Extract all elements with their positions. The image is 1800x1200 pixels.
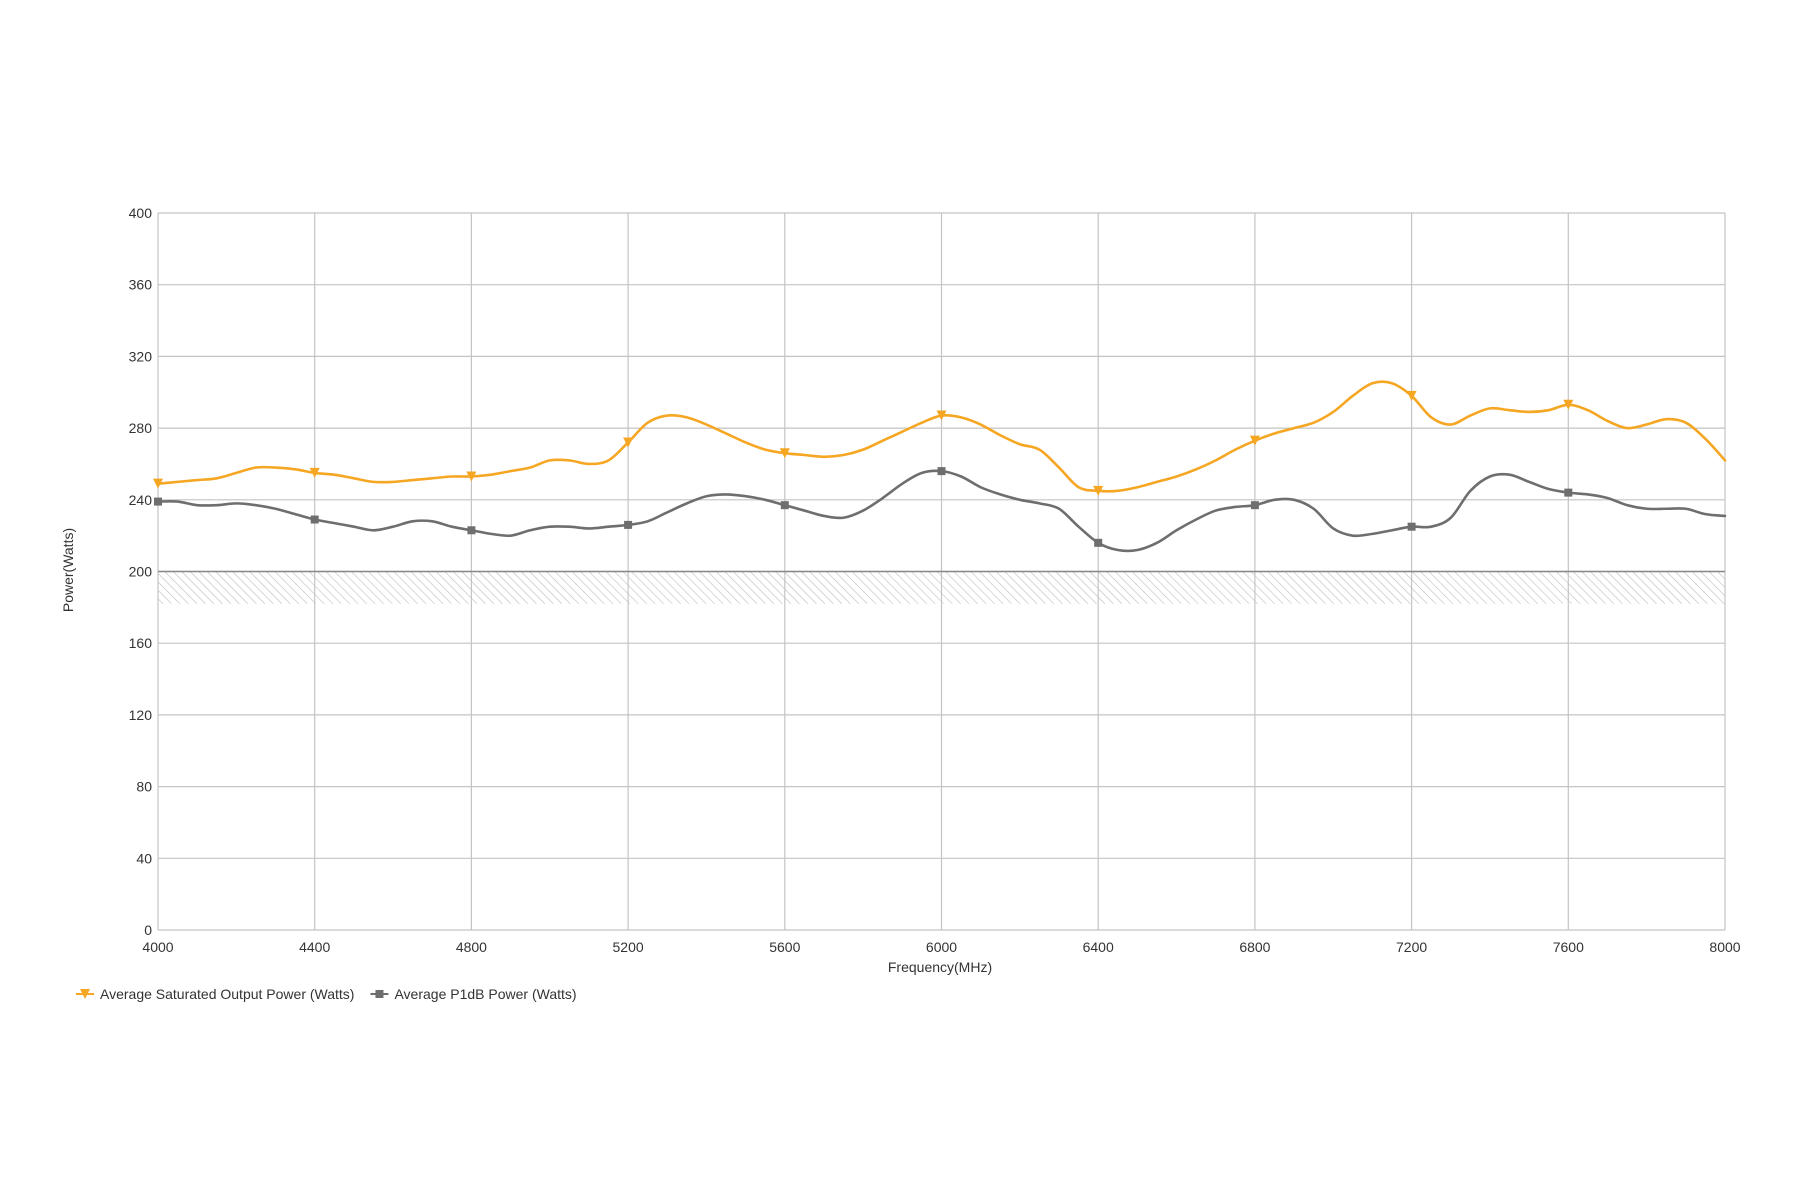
data-point	[309, 467, 320, 478]
x-tick-label: 6400	[1083, 939, 1114, 955]
data-point	[623, 437, 634, 448]
data-point	[1563, 399, 1574, 410]
legend: Average Saturated Output Power (Watts) Av…	[76, 986, 577, 1002]
x-tick-label: 5200	[613, 939, 644, 955]
y-tick-label: 40	[136, 850, 152, 866]
data-point	[153, 478, 163, 489]
y-tick-label: 80	[136, 779, 152, 795]
x-tick-label: 4800	[456, 939, 487, 955]
data-point	[467, 526, 476, 535]
data-point	[1564, 488, 1573, 497]
legend-label-1: Average Saturated Output Power (Watts)	[100, 986, 354, 1002]
legend-label-2: Average P1dB Power (Watts)	[394, 986, 576, 1002]
x-tick-label: 7200	[1396, 939, 1427, 955]
data-point	[624, 520, 633, 529]
y-axis-title: Power(Watts)	[60, 528, 76, 612]
x-tick-label: 5600	[769, 939, 800, 955]
data-point	[1093, 485, 1104, 496]
x-tick-label: 6800	[1239, 939, 1270, 955]
x-tick-label: 4400	[299, 939, 330, 955]
data-point	[1250, 501, 1259, 510]
y-tick-label: 0	[144, 922, 152, 938]
x-tick-label: 6000	[926, 939, 957, 955]
x-tick-label: 4000	[142, 939, 173, 955]
y-tick-label: 320	[129, 348, 153, 364]
y-tick-label: 160	[129, 635, 153, 651]
data-point	[1407, 522, 1416, 531]
y-tick-label: 400	[129, 205, 153, 221]
data-point	[936, 410, 947, 421]
series-1	[153, 380, 1727, 496]
x-axis-title: Frequency(MHz)	[888, 959, 992, 975]
data-point	[310, 515, 319, 524]
legend-marker-1	[80, 989, 90, 999]
y-tick-label: 360	[129, 277, 153, 293]
series-2	[154, 467, 1727, 553]
data-point	[1406, 390, 1417, 401]
x-tick-label: 8000	[1709, 939, 1740, 955]
data-point	[1094, 538, 1103, 547]
y-tick-label: 280	[129, 420, 153, 436]
x-tick-label: 7600	[1553, 939, 1584, 955]
legend-marker-2	[375, 990, 384, 998]
y-tick-label: 200	[129, 564, 153, 580]
data-point	[1249, 435, 1260, 446]
data-point	[154, 497, 162, 506]
data-point	[780, 501, 789, 510]
y-tick-label: 120	[129, 707, 153, 723]
data-point	[779, 448, 790, 459]
data-point	[937, 467, 946, 476]
data-point	[466, 471, 477, 482]
y-tick-label: 240	[129, 492, 153, 508]
